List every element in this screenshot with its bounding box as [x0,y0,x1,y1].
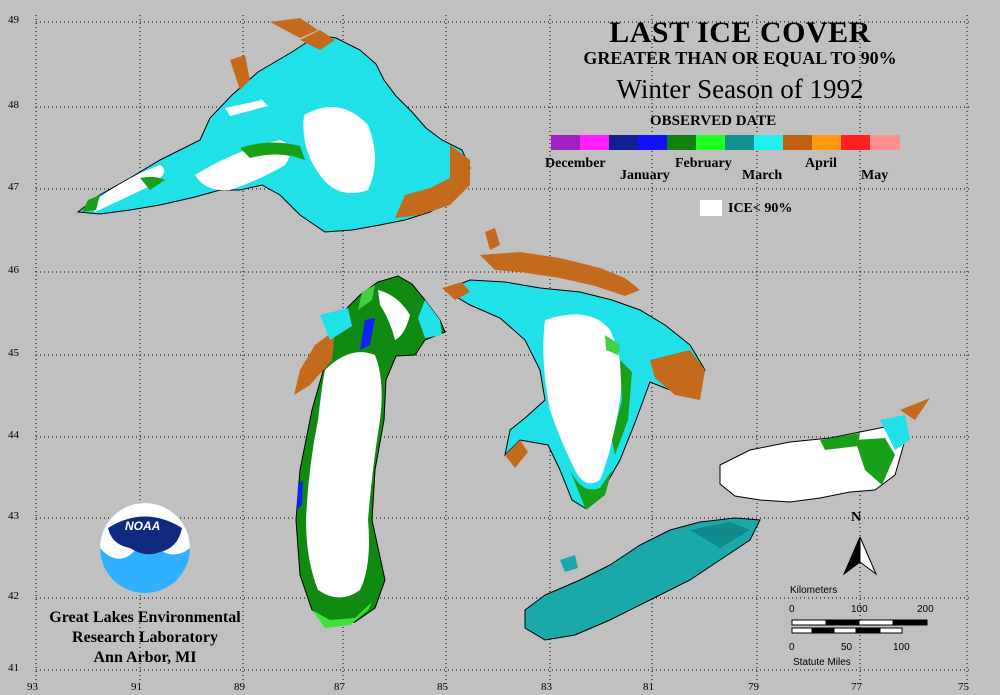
lon-label-89: 89 [234,681,245,693]
ice-below-90-swatch [700,200,722,216]
lat-label-42: 42 [8,590,19,602]
lab-line-2: Research Laboratory [72,629,218,646]
scale-km-tick-100: 100 [851,604,868,615]
noaa-logo [100,503,190,593]
legend-label-april: April [805,156,837,171]
lat-label-45: 45 [8,347,19,359]
lake-superior [76,30,471,233]
legend-swatch-10 [812,135,841,150]
north-label: N [851,510,862,525]
lon-label-91: 91 [131,681,142,693]
title-line-1: LAST ICE COVER [609,16,871,49]
lat-label-44: 44 [8,429,19,441]
noaa-logo-text: NOAA [125,519,161,533]
scale-km-tick-0: 0 [789,604,795,615]
lat-label-48: 48 [8,99,19,111]
lon-label-85: 85 [437,681,448,693]
legend-label-january: January [620,168,670,183]
legend-swatch-7 [725,135,754,150]
legend-label-march: March [742,168,783,183]
legend-swatch-12 [870,135,900,150]
lake-huron [442,279,706,510]
lon-label-93: 93 [27,681,38,693]
legend-label-may: May [861,168,889,183]
lake-michigan [294,275,446,628]
legend-swatch-2 [580,135,609,150]
lab-line-3: Ann Arbor, MI [93,649,197,666]
ice-below-90-label: ICE< 90% [728,201,793,216]
lake-ontario [719,398,930,503]
scale-km-label: Kilometers [790,585,838,596]
legend-swatch-4 [638,135,667,150]
lat-label-46: 46 [8,264,19,276]
title-line-2: GREATER THAN OR EQUAL TO 90% [583,48,897,68]
scale-bar [791,619,928,634]
title-line-3: Winter Season of 1992 [616,74,864,104]
legend-swatch-8 [754,135,783,150]
lon-label-87: 87 [334,681,345,693]
legend-title: OBSERVED DATE [650,113,777,129]
lon-label-77: 77 [851,681,862,693]
lab-credit: Great Lakes Environmental Research Labor… [30,608,260,668]
lat-label-43: 43 [8,510,19,522]
legend-swatch-9 [783,135,812,150]
scale-mi-label: Statute Miles [793,657,851,668]
scale-mi-tick-50: 50 [841,642,853,653]
legend-swatch-6 [696,135,725,150]
legend-swatch-1 [551,135,580,150]
legend-bar [551,135,900,150]
legend-swatch-11 [841,135,870,150]
north-channel [270,18,640,296]
north-arrow [842,536,878,576]
legend-label-december: December [545,156,606,171]
scale-mi-tick-100: 100 [893,642,910,653]
lab-line-1: Great Lakes Environmental [49,609,241,626]
legend-label-february: February [675,156,732,171]
lat-label-41: 41 [8,662,19,674]
lon-label-79: 79 [748,681,759,693]
lon-label-75: 75 [958,681,969,693]
lon-label-83: 83 [541,681,552,693]
legend-swatch-5 [667,135,696,150]
scale-mi-tick-0: 0 [789,642,795,653]
lat-label-49: 49 [8,14,19,26]
legend-swatch-3 [609,135,638,150]
lat-label-47: 47 [8,181,19,193]
lon-label-81: 81 [643,681,654,693]
lake-erie [524,517,761,641]
scale-km-tick-200: 200 [917,604,934,615]
